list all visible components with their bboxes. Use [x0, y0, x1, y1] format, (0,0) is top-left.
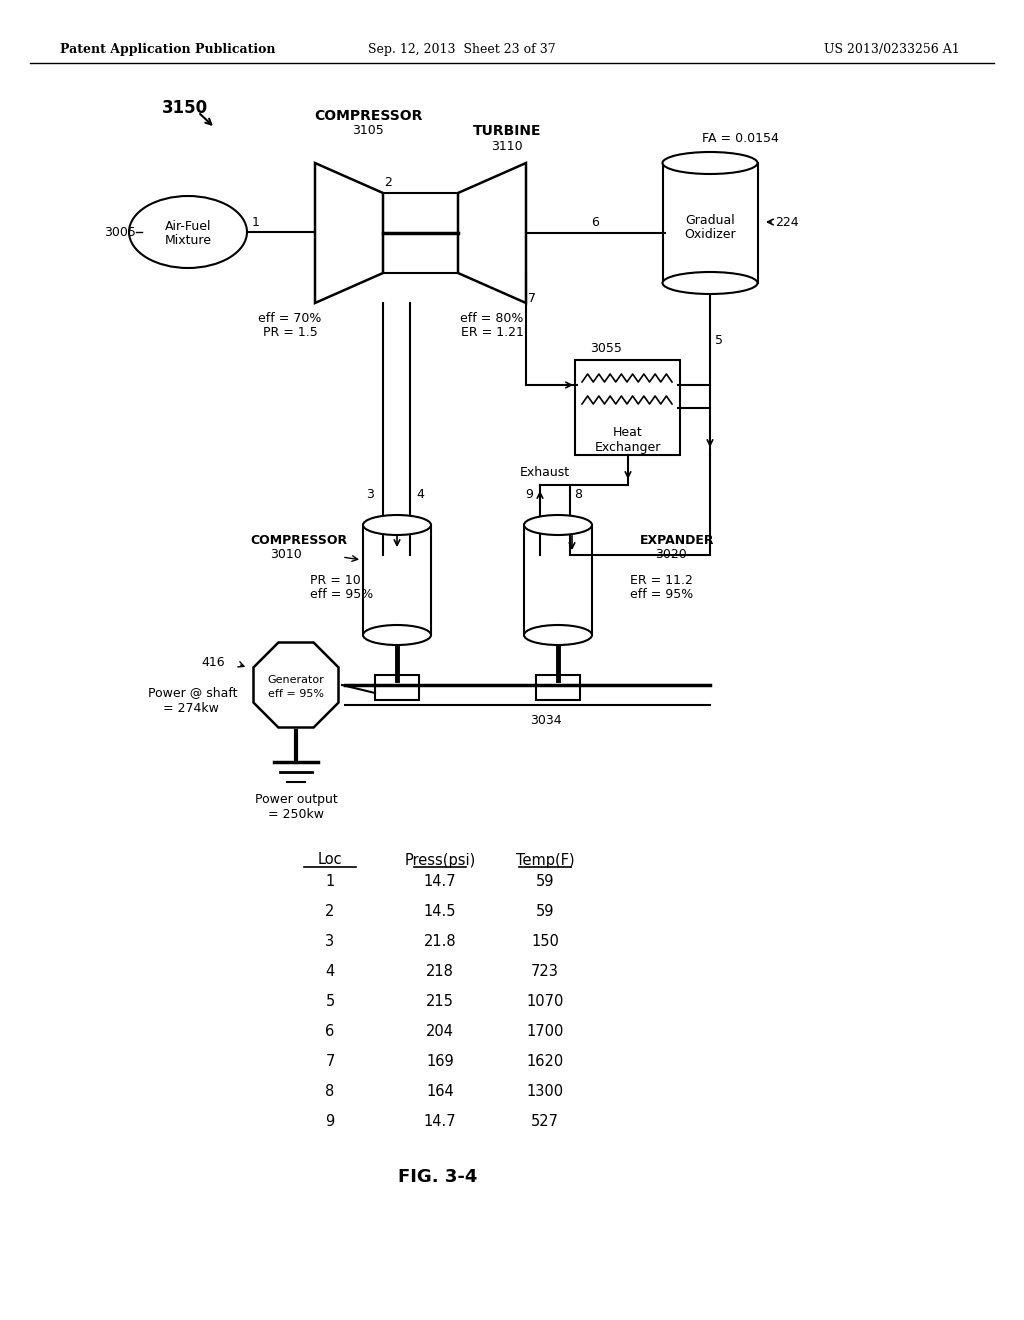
Text: 59: 59 [536, 904, 554, 920]
Text: eff = 95%: eff = 95% [310, 589, 374, 602]
Text: PR = 1.5: PR = 1.5 [262, 326, 317, 338]
Text: Power @ shaft: Power @ shaft [148, 686, 238, 700]
Text: 6: 6 [326, 1024, 335, 1040]
Text: EXPANDER: EXPANDER [640, 533, 715, 546]
Text: Heat: Heat [613, 425, 643, 438]
Text: 723: 723 [531, 965, 559, 979]
Text: Sep. 12, 2013  Sheet 23 of 37: Sep. 12, 2013 Sheet 23 of 37 [369, 44, 556, 57]
Text: 1070: 1070 [526, 994, 563, 1010]
Text: eff = 70%: eff = 70% [258, 312, 322, 325]
Text: 1: 1 [326, 874, 335, 890]
Text: 3110: 3110 [492, 140, 523, 153]
Text: 169: 169 [426, 1055, 454, 1069]
Text: Oxidizer: Oxidizer [684, 227, 736, 240]
Text: Gradual: Gradual [685, 214, 735, 227]
Text: 3010: 3010 [270, 548, 302, 561]
FancyBboxPatch shape [362, 525, 431, 635]
Ellipse shape [129, 195, 247, 268]
Text: 215: 215 [426, 994, 454, 1010]
Text: ER = 1.21: ER = 1.21 [461, 326, 523, 338]
Text: Exhaust: Exhaust [520, 466, 570, 479]
Text: COMPRESSOR: COMPRESSOR [250, 533, 347, 546]
Text: Power output: Power output [255, 793, 337, 807]
Text: 224: 224 [775, 215, 799, 228]
Text: 8: 8 [326, 1085, 335, 1100]
FancyBboxPatch shape [375, 675, 419, 700]
Text: 21.8: 21.8 [424, 935, 457, 949]
Text: eff = 95%: eff = 95% [268, 689, 324, 700]
Text: 1700: 1700 [526, 1024, 563, 1040]
Text: FIG. 3-4: FIG. 3-4 [398, 1168, 477, 1185]
Text: Exchanger: Exchanger [595, 441, 662, 454]
Ellipse shape [362, 515, 431, 535]
Text: eff = 95%: eff = 95% [630, 589, 693, 602]
Ellipse shape [663, 152, 758, 174]
Ellipse shape [362, 624, 431, 645]
Text: 3005: 3005 [104, 226, 136, 239]
Text: eff = 80%: eff = 80% [461, 312, 523, 325]
Polygon shape [458, 162, 526, 304]
Text: 164: 164 [426, 1085, 454, 1100]
Text: 416: 416 [202, 656, 225, 668]
Text: 2: 2 [326, 904, 335, 920]
Text: 9: 9 [326, 1114, 335, 1130]
Text: Patent Application Publication: Patent Application Publication [60, 44, 275, 57]
Text: Loc: Loc [317, 853, 342, 867]
Text: 3034: 3034 [530, 714, 561, 726]
Ellipse shape [663, 272, 758, 294]
Text: 7: 7 [326, 1055, 335, 1069]
FancyBboxPatch shape [524, 525, 592, 635]
Ellipse shape [524, 515, 592, 535]
Text: = 250kw: = 250kw [268, 808, 324, 821]
Text: 5: 5 [715, 334, 723, 346]
Text: US 2013/0233256 A1: US 2013/0233256 A1 [824, 44, 961, 57]
Text: 3: 3 [367, 488, 374, 502]
Text: 14.5: 14.5 [424, 904, 457, 920]
Text: 218: 218 [426, 965, 454, 979]
Text: TURBINE: TURBINE [473, 124, 542, 139]
Text: Air-Fuel: Air-Fuel [165, 219, 211, 232]
Text: 8: 8 [574, 488, 582, 502]
Text: 2: 2 [384, 177, 392, 190]
Text: = 274kw: = 274kw [163, 701, 219, 714]
FancyBboxPatch shape [575, 360, 680, 455]
Text: 3: 3 [326, 935, 335, 949]
Text: Generator: Generator [267, 675, 325, 685]
Text: PR = 10: PR = 10 [310, 573, 360, 586]
FancyBboxPatch shape [536, 675, 580, 700]
Text: Temp(F): Temp(F) [516, 853, 574, 867]
Text: 4: 4 [416, 488, 424, 502]
Text: Mixture: Mixture [165, 234, 212, 247]
Text: Press(psi): Press(psi) [404, 853, 475, 867]
Text: 5: 5 [326, 994, 335, 1010]
Text: ER = 11.2: ER = 11.2 [630, 573, 693, 586]
Text: 1620: 1620 [526, 1055, 563, 1069]
Text: 9: 9 [525, 488, 534, 502]
Text: COMPRESSOR: COMPRESSOR [313, 110, 422, 123]
Text: 3105: 3105 [352, 124, 384, 137]
Text: 527: 527 [531, 1114, 559, 1130]
Text: 14.7: 14.7 [424, 874, 457, 890]
Polygon shape [254, 643, 339, 727]
Polygon shape [315, 162, 383, 304]
Text: 59: 59 [536, 874, 554, 890]
Text: 14.7: 14.7 [424, 1114, 457, 1130]
Text: 3020: 3020 [655, 548, 687, 561]
Text: 204: 204 [426, 1024, 454, 1040]
Text: 3055: 3055 [590, 342, 622, 355]
Text: 150: 150 [531, 935, 559, 949]
Ellipse shape [524, 624, 592, 645]
Text: 1300: 1300 [526, 1085, 563, 1100]
Text: FA = 0.0154: FA = 0.0154 [701, 132, 778, 144]
Text: 7: 7 [528, 292, 536, 305]
Text: 4: 4 [326, 965, 335, 979]
Text: 3150: 3150 [162, 99, 208, 117]
Text: 1: 1 [252, 215, 260, 228]
Text: 6: 6 [591, 215, 599, 228]
FancyBboxPatch shape [663, 162, 758, 282]
